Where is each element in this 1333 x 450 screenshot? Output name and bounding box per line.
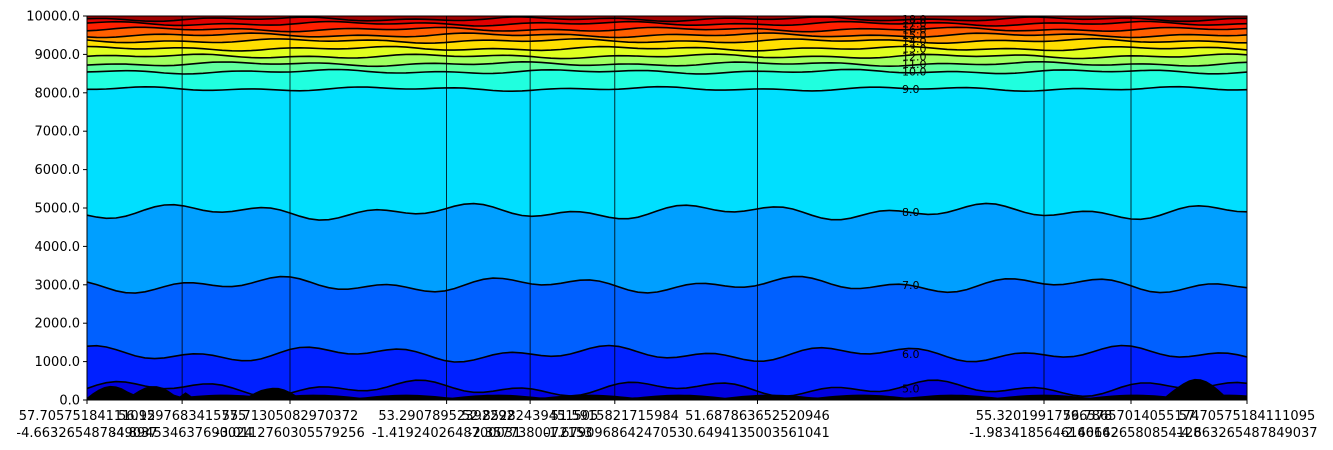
x-tick-label-lat: 53.29078952392292 [378, 409, 514, 424]
contour-line-12 [87, 53, 1247, 60]
x-tick-label-lon: -3.0112760305579256 [215, 426, 364, 441]
x-tick-label-lat: 57.70575184111095 [19, 409, 155, 424]
y-tick-label: 8000.0 [35, 86, 81, 101]
contour-label-11.0: 11.0 [902, 58, 927, 71]
contour-label-8.0: 8.0 [902, 206, 920, 219]
y-tick-label: 9000.0 [35, 48, 81, 63]
y-tick-label: 10000.0 [26, 10, 80, 25]
contour-line-15 [87, 32, 1247, 39]
y-tick-label: 2000.0 [35, 317, 81, 332]
y-tick-label: 0.0 [59, 394, 80, 409]
x-tick-label-lon: -2.3577380072153 [468, 426, 593, 441]
terrain-shape [87, 378, 1247, 400]
x-tick-label-lon: -4.663265487849037 [16, 426, 157, 441]
contour-line-13 [87, 45, 1247, 52]
x-tick-label-lon: -1.9834185646166162 [969, 426, 1118, 441]
x-tick-label-lat: 55.71305082970372 [222, 409, 358, 424]
y-tick-label: 6000.0 [35, 163, 81, 178]
x-tick-label-lat: 52.85282439451505 [462, 409, 598, 424]
contour-label-17.0: 17.0 [902, 18, 927, 31]
contour-label-10.0: 10.0 [902, 66, 927, 79]
contour-line-9 [87, 85, 1247, 93]
x-tick-label-lat: 51.687863652520946 [685, 409, 830, 424]
contour-label-9.0: 9.0 [902, 83, 920, 96]
contour-label-16.0: 16.0 [902, 23, 927, 36]
contour-line-18 [87, 16, 1247, 23]
x-tick-label-lat: 51.5915821715984 [551, 409, 679, 424]
contour-labels: 5.06.07.08.09.010.011.012.013.014.015.01… [902, 13, 927, 395]
x-tick-label-lon: -2.406426580854128 [1060, 426, 1201, 441]
contour-label-13.0: 13.0 [902, 43, 927, 56]
x-tick-label-lon: -4.663265487849037 [1176, 426, 1317, 441]
x-tick-label-lon: 0.6494135003561041 [685, 426, 830, 441]
contour-label-18.0: 18.0 [902, 13, 927, 26]
x-tick-label-lat: 55.32019917796578 [976, 409, 1112, 424]
x-tick-label-lat: 57.70575184111095 [1179, 409, 1315, 424]
x-tick-label-lon: -4.894534637690024 [112, 426, 253, 441]
y-tick-label: 5000.0 [35, 202, 81, 217]
contour-line-6 [87, 344, 1247, 363]
contour-label-7.0: 7.0 [902, 279, 920, 292]
terrain-silhouette [87, 378, 1247, 400]
contour-label-14.0: 14.0 [902, 35, 927, 48]
y-tick-label: 3000.0 [35, 278, 81, 293]
y-tick-label: 7000.0 [35, 125, 81, 140]
contour-line-14 [87, 37, 1247, 45]
contour-label-5.0: 5.0 [902, 382, 920, 395]
x-axis: 57.70575184111095 -4.663265487849037 56.12… [16, 400, 1318, 441]
x-tick-label-lon: -1.4192402648700031 [372, 426, 521, 441]
x-tick-label-lon: -1.679096864247053 [544, 426, 685, 441]
x-tick-label-lat: 56.78657014055174 [1063, 409, 1199, 424]
y-tick-label: 1000.0 [35, 355, 81, 370]
contour-label-12.0: 12.0 [902, 50, 927, 63]
contour-label-15.0: 15.0 [902, 29, 927, 42]
contour-line-7 [87, 275, 1247, 294]
contour-line-8 [87, 202, 1247, 221]
y-axis: 0.0 1000.0 2000.0 3000.0 4000.0 5000.0 6000.0 7… [26, 10, 87, 409]
contour-label-6.0: 6.0 [902, 348, 920, 361]
contour-line-17 [87, 20, 1247, 27]
contour-line-16 [87, 26, 1247, 33]
y-tick-label: 4000.0 [35, 240, 81, 255]
contour-line-10 [87, 68, 1247, 75]
x-tick-label-lat: 56.1297683415775 [118, 409, 246, 424]
segment-divider-lines [181, 16, 1132, 400]
contour-line-11 [87, 60, 1247, 68]
